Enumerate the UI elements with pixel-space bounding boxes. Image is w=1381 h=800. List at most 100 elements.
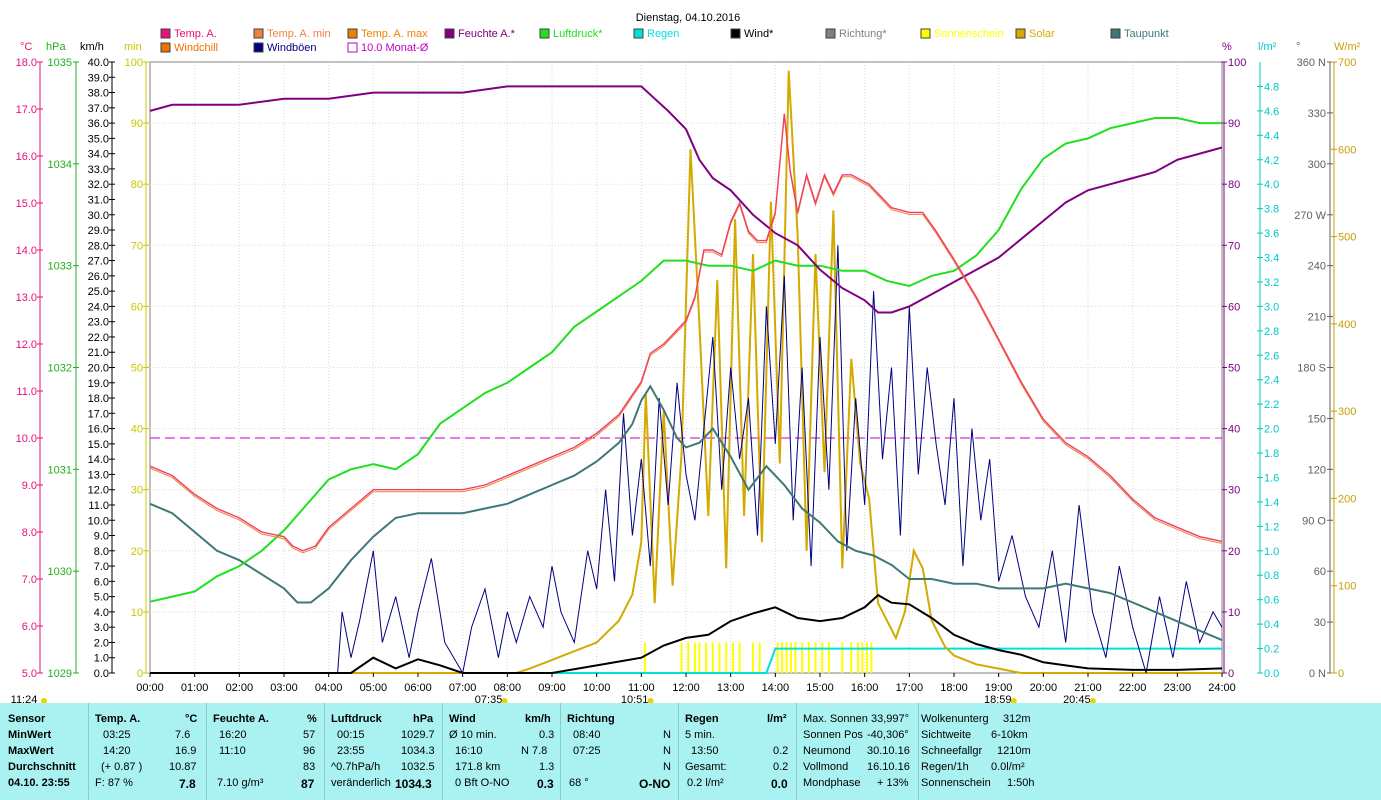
full-moon-value: 16.10.16 bbox=[867, 761, 910, 773]
direction-axis-tick-label: 90 O bbox=[1302, 515, 1326, 527]
direction-axis-tick-label: 150 bbox=[1308, 413, 1326, 425]
sun-axis-tick-label: 60 bbox=[131, 301, 143, 313]
legend-swatch bbox=[160, 28, 171, 39]
wind-distance: 171.8 km bbox=[455, 761, 501, 773]
pressure-axis-tick-label: 1030 bbox=[48, 566, 72, 578]
rain-axis-tick-label: 1.0 bbox=[1264, 546, 1279, 558]
solar-axis-tick-label: 100 bbox=[1338, 581, 1356, 593]
sun-event-label: 18:59 bbox=[984, 694, 1012, 703]
x-axis: 00:00 01:00 02:00 03:00 04:00 05:00 06:00 07:00… bbox=[11, 673, 1236, 703]
wind-axis-tick-label: 0.0 bbox=[94, 668, 109, 680]
direction-axis-tick-label: 120 bbox=[1308, 464, 1326, 476]
x-axis-tick-label: 09:00 bbox=[538, 682, 566, 694]
direction-max-time: 07:25 bbox=[573, 745, 601, 757]
wind-axis-tick-label: 7.0 bbox=[94, 561, 109, 573]
wind-max-value: N 7.8 bbox=[521, 745, 548, 757]
sensor-header: Sensor bbox=[8, 713, 46, 725]
x-axis-tick-label: 01:00 bbox=[181, 682, 209, 694]
sun-axis-tick-label: 40 bbox=[131, 424, 143, 436]
pressure-avg-value: 1032.5 bbox=[401, 761, 435, 773]
legend-swatch bbox=[347, 28, 358, 39]
wind-max-time: 16:10 bbox=[455, 745, 483, 757]
sun-event-icon bbox=[41, 698, 47, 703]
rain-axis-tick-label: 3.0 bbox=[1264, 301, 1279, 313]
pressure-min-value: 1029.7 bbox=[401, 729, 435, 741]
pressure-line bbox=[149, 117, 1222, 603]
plot-area bbox=[149, 61, 1223, 674]
direction-min-value: N bbox=[663, 729, 671, 741]
direction-header: Richtung bbox=[567, 713, 615, 725]
x-axis-tick-label: 00:00 bbox=[136, 682, 164, 694]
rain-1h-value: 0.0l/m² bbox=[991, 761, 1025, 773]
wind-axis-tick-label: 9.0 bbox=[94, 531, 109, 543]
pressure-axis-tick-label: 1035 bbox=[48, 57, 72, 69]
temp-min-value: 7.6 bbox=[175, 729, 191, 741]
legend-swatch bbox=[1015, 28, 1026, 39]
visibility-label: Sichtweite bbox=[921, 729, 972, 741]
rain-1h-label: Regen/1h bbox=[921, 761, 969, 773]
wind-axis-tick-label: 15.0 bbox=[88, 439, 109, 451]
wind-axis-tick-label: 30.0 bbox=[88, 210, 109, 222]
rain-max-value: 0.2 bbox=[773, 745, 789, 757]
x-axis-tick-label: 19:00 bbox=[985, 682, 1013, 694]
wind-axis-tick-label: 4.0 bbox=[94, 607, 109, 619]
wind-axis-tick-label: 18.0 bbox=[88, 393, 109, 405]
humidity-min-time: 16:20 bbox=[219, 729, 247, 741]
direction-now-label: 68 ° bbox=[569, 777, 589, 789]
sun-axis-tick-label: 90 bbox=[131, 118, 143, 130]
humidity-axis-tick-label: 40 bbox=[1228, 424, 1240, 436]
solar-axis-tick-label: 0 bbox=[1338, 668, 1344, 680]
pressure-trend: ^0.7hPa/h bbox=[331, 761, 381, 773]
x-axis-tick-label: 21:00 bbox=[1074, 682, 1102, 694]
solar-axis-tick-label: 700 bbox=[1338, 57, 1356, 69]
snowline-value: 1210m bbox=[997, 745, 1031, 757]
stats-misc-column: Wolkenunterg 312m Sichtweite 6-10km Schn… bbox=[918, 703, 1038, 800]
pressure-axis-tick-label: 1029 bbox=[48, 668, 72, 680]
pressure-axis-tick-label: 1034 bbox=[48, 159, 72, 171]
wind-axis-tick-label: 40.0 bbox=[88, 57, 109, 69]
solar-line bbox=[150, 70, 1222, 674]
direction-now-value: O-NO bbox=[639, 777, 671, 791]
solar-axis-tick-label: 300 bbox=[1338, 406, 1356, 418]
temp-axis-tick-label: 17.0 bbox=[16, 104, 37, 116]
legend-swatch bbox=[253, 42, 264, 53]
wind-axis-tick-label: 23.0 bbox=[88, 317, 109, 329]
direction-axis-tick-label: 270 W bbox=[1294, 210, 1326, 222]
wind-axis-tick-label: 24.0 bbox=[88, 301, 109, 313]
direction-axis-unit: ° bbox=[1296, 41, 1300, 53]
rain-axis-tick-label: 4.2 bbox=[1264, 155, 1279, 167]
wind-axis-tick-label: 11.0 bbox=[88, 500, 109, 512]
cloud-base-value: 312m bbox=[1003, 713, 1031, 725]
sun-event-icon bbox=[501, 698, 508, 703]
wind-axis-tick-label: 5.0 bbox=[94, 592, 109, 604]
x-axis-tick-label: 11:00 bbox=[628, 682, 655, 694]
legend-swatch bbox=[825, 28, 836, 39]
sun-pos-value: -40,306° bbox=[867, 729, 909, 741]
legend-label: Temp. A. min bbox=[267, 28, 331, 40]
legend-swatch bbox=[539, 28, 550, 39]
stats-sensor-column: Sensor MinWert MaxWert Durchschnitt 04.1… bbox=[0, 703, 88, 800]
legend-label: Wind* bbox=[744, 28, 774, 40]
humidity-axis-tick-label: 30 bbox=[1228, 485, 1240, 497]
pressure-axis-tick-label: 1032 bbox=[48, 363, 72, 375]
temp-axis-tick-label: 16.0 bbox=[16, 151, 37, 163]
rain-unit: l/m² bbox=[767, 713, 787, 725]
x-axis-tick-label: 14:00 bbox=[762, 682, 790, 694]
wind-axis-tick-label: 31.0 bbox=[88, 194, 109, 206]
wind-now-value: 0.3 bbox=[537, 777, 554, 791]
legend-swatch bbox=[730, 28, 741, 39]
wind-axis-tick-label: 14.0 bbox=[88, 454, 109, 466]
wind-axis-tick-label: 27.0 bbox=[88, 256, 109, 268]
temp-axis-tick-label: 13.0 bbox=[16, 292, 37, 304]
pressure-header: Luftdruck bbox=[331, 713, 382, 725]
sun-axis-unit: min bbox=[124, 41, 142, 53]
humidity-axis-tick-label: 60 bbox=[1228, 301, 1240, 313]
temp-axis-tick-label: 6.0 bbox=[22, 621, 37, 633]
legend-swatch bbox=[920, 28, 931, 39]
wind-axis-tick-label: 22.0 bbox=[88, 332, 109, 344]
sun-axis-tick-label: 80 bbox=[131, 179, 143, 191]
stats-pressure-column: Luftdruck hPa 00:15 1029.7 23:55 1034.3 … bbox=[324, 703, 442, 800]
humidity-axis-tick-label: 80 bbox=[1228, 179, 1240, 191]
temp-axis-tick-label: 7.0 bbox=[22, 574, 37, 586]
axes: 5.0 6.0 7.0 8.0 9.0 10.0 11.0 12.0 13.0 14.0 15.0 1… bbox=[16, 41, 1361, 680]
